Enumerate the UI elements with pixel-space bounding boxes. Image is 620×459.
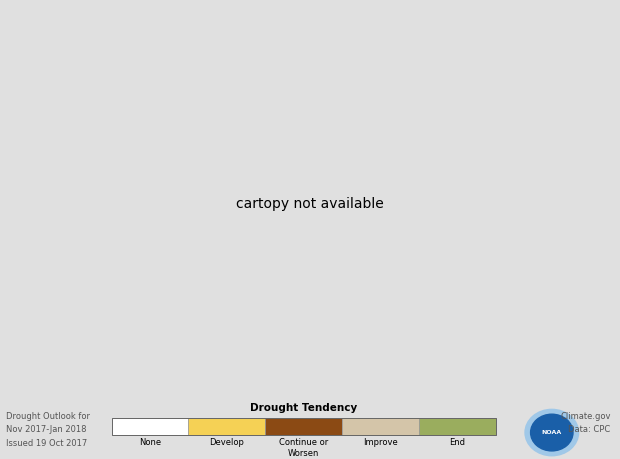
Text: Drought Outlook for: Drought Outlook for — [6, 411, 90, 420]
Text: None: None — [139, 437, 161, 446]
Bar — [112, 418, 188, 436]
Text: Develop: Develop — [210, 437, 244, 446]
Text: End: End — [450, 437, 466, 446]
Bar — [342, 418, 419, 436]
Text: Data: CPC: Data: CPC — [569, 425, 611, 434]
Circle shape — [531, 414, 573, 451]
Circle shape — [525, 409, 578, 456]
Text: cartopy not available: cartopy not available — [236, 196, 384, 210]
Text: Climate.gov: Climate.gov — [560, 411, 611, 420]
Text: NOAA: NOAA — [542, 429, 562, 434]
Text: Improve: Improve — [363, 437, 398, 446]
Text: Issued 19 Oct 2017: Issued 19 Oct 2017 — [6, 438, 87, 448]
Text: Continue or
Worsen: Continue or Worsen — [279, 437, 329, 457]
Bar — [188, 418, 265, 436]
Bar — [419, 418, 496, 436]
Bar — [112, 418, 496, 436]
Text: Drought Tendency: Drought Tendency — [250, 403, 357, 412]
Text: Nov 2017-Jan 2018: Nov 2017-Jan 2018 — [6, 425, 87, 434]
Bar — [265, 418, 342, 436]
